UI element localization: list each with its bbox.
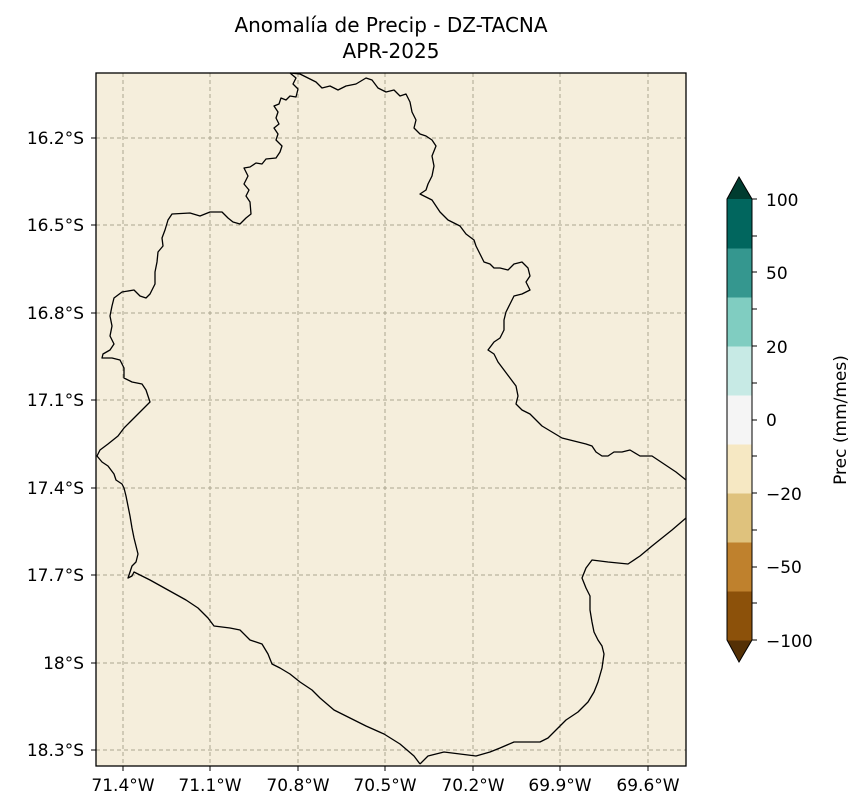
coast-line — [419, 517, 687, 765]
colorbar-extend-high — [727, 177, 752, 199]
map-title-line1: Anomalía de Precip - DZ-TACNA — [234, 13, 548, 37]
colorbar-tick-label: −100 — [766, 632, 813, 652]
lon-tick-label: 69.6°W — [616, 776, 679, 796]
map-gridlines — [96, 73, 686, 766]
lat-tick-label: 17.4°S — [27, 479, 84, 499]
colorbar-segment — [727, 297, 752, 347]
colorbar-tick-label: 20 — [766, 338, 788, 358]
map-panel-background — [96, 73, 686, 766]
colorbar-tick-label: −50 — [766, 558, 802, 578]
lat-tick-label: 18.3°S — [27, 741, 84, 761]
colorbar-segment — [727, 346, 752, 396]
lat-tick-label: 17.7°S — [27, 566, 84, 586]
tacna-boundary — [96, 72, 421, 765]
colorbar-tick-label: 50 — [766, 264, 788, 284]
lon-tick-label: 70.5°W — [353, 776, 416, 796]
colorbar-extend-low — [727, 640, 752, 662]
map-title-line2: APR-2025 — [342, 39, 440, 63]
lat-tick-label: 17.1°S — [27, 391, 84, 411]
colorbar-tick-label: 100 — [766, 191, 798, 211]
lon-tick-label: 69.9°W — [528, 776, 591, 796]
lon-tick-label: 71.4°W — [91, 776, 154, 796]
lat-tick-label: 16.5°S — [27, 216, 84, 236]
colorbar-segment — [727, 444, 752, 494]
colorbar-label: Prec (mm/mes) — [831, 355, 851, 485]
lon-tick-label: 71.1°W — [178, 776, 241, 796]
colorbar-segments — [727, 177, 752, 662]
lon-tick-label: 70.2°W — [441, 776, 504, 796]
lat-tick-label: 16.2°S — [27, 129, 84, 149]
colorbar-segment — [727, 591, 752, 641]
colorbar-segment — [727, 395, 752, 445]
colorbar-segment — [727, 199, 752, 249]
colorbar-tick-label: −20 — [766, 485, 802, 505]
tacna-boundary-east — [289, 72, 687, 481]
colorbar-segment — [727, 248, 752, 298]
lat-tick-label: 16.8°S — [27, 304, 84, 324]
lat-tick-label: 18°S — [43, 654, 84, 674]
colorbar-ticks — [752, 198, 757, 641]
colorbar-segment — [727, 493, 752, 543]
colorbar-segment — [727, 542, 752, 592]
map-frame — [95, 72, 687, 767]
axis-tick-marks — [91, 137, 649, 771]
colorbar-tick-label: 0 — [766, 411, 777, 431]
lon-tick-label: 70.8°W — [266, 776, 329, 796]
colorbar: 100 50 20 0 −20 −50 −100 Prec (mm/mes) — [726, 175, 851, 664]
